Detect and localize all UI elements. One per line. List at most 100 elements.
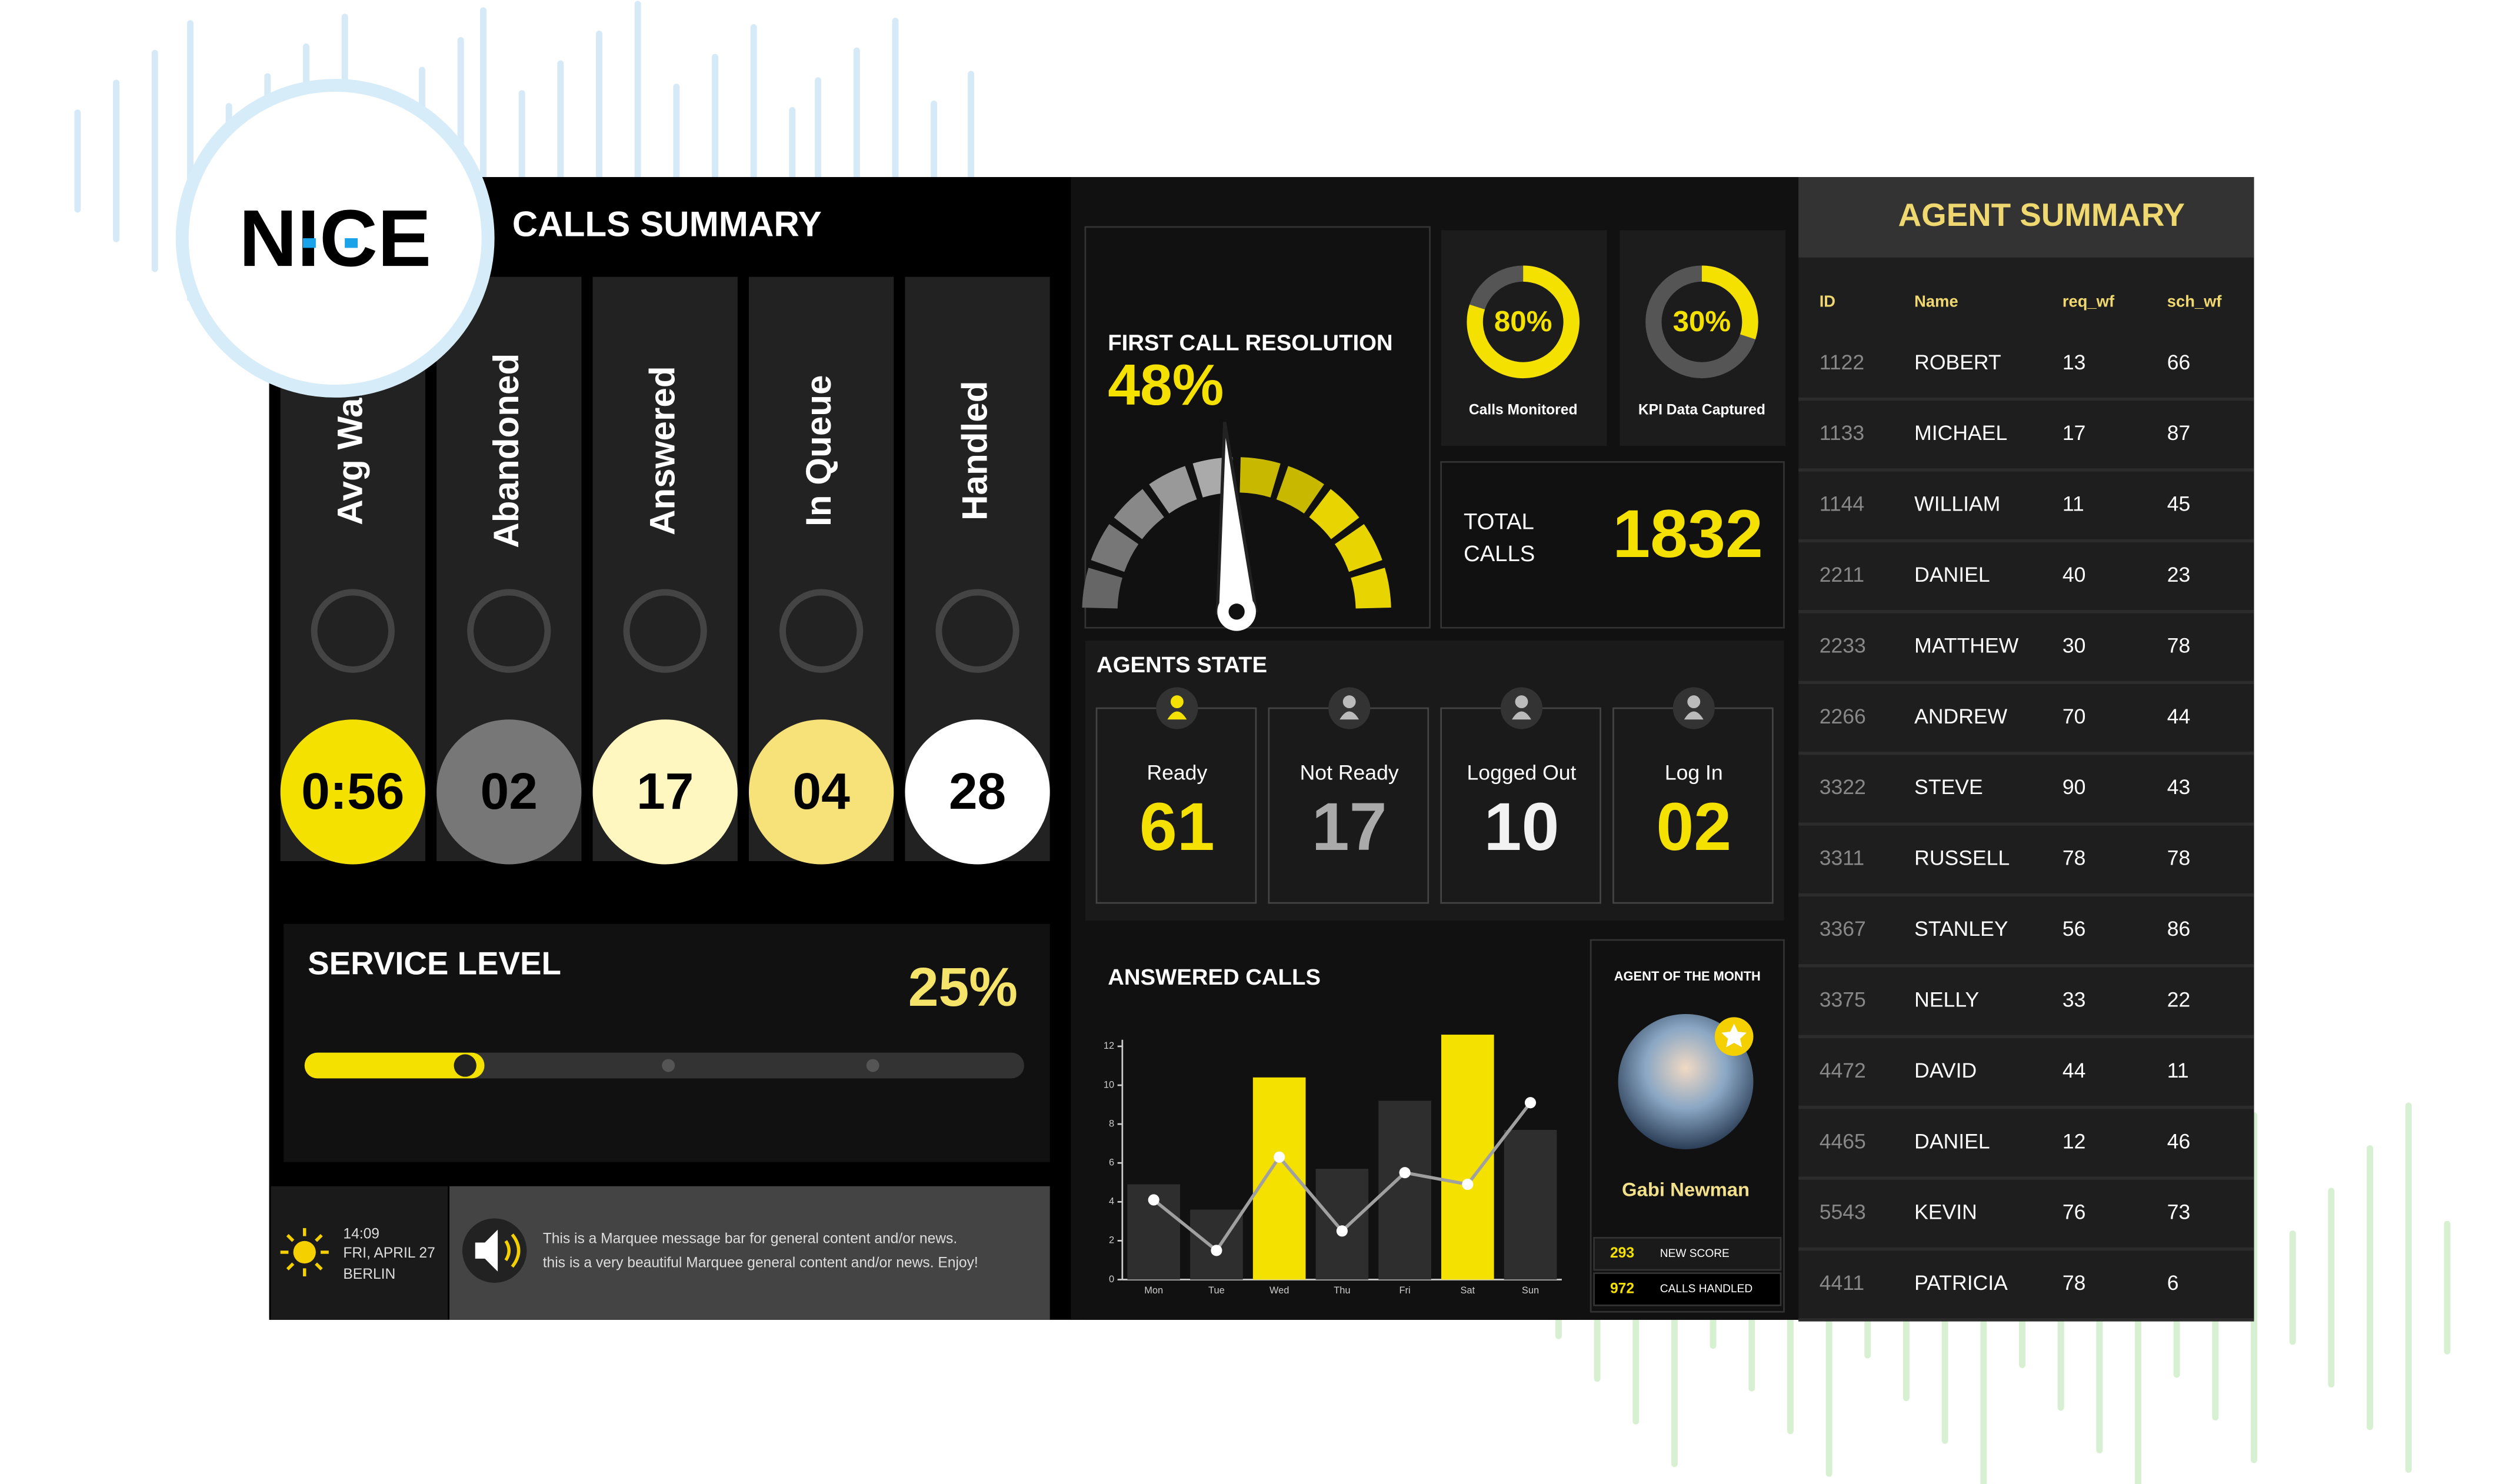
sun-icon — [293, 1240, 316, 1264]
y-tick-label: 12 — [1104, 1041, 1114, 1051]
summary-label: Avg Wait — [331, 376, 370, 525]
agent-summary-panel — [1798, 177, 2254, 1320]
kpi-value: 80% — [1494, 305, 1552, 338]
fcr-value: 48% — [1108, 352, 1224, 417]
gauge-segment — [1351, 568, 1391, 609]
fcr-box — [1084, 226, 1431, 629]
table-cell: 78 — [2062, 846, 2086, 870]
agent-state-icon-head — [1687, 695, 1701, 709]
column-header: Name — [1914, 292, 1958, 311]
agent-stat-value: 293 — [1610, 1245, 1634, 1261]
y-tick-label: 0 — [1109, 1274, 1114, 1285]
progress-dot — [662, 1059, 675, 1072]
y-tick-label: 2 — [1109, 1235, 1114, 1246]
kpi-label: KPI Data Captured — [1638, 402, 1765, 418]
kpi-label: Calls Monitored — [1469, 402, 1578, 418]
gauge-segment — [1114, 489, 1165, 540]
agent-state-icon-body — [1684, 711, 1704, 720]
summary-label: In Queue — [799, 375, 838, 526]
x-tick-label: Tue — [1208, 1285, 1225, 1296]
table-cell: 4465 — [1820, 1129, 1866, 1153]
table-cell: 22 — [2167, 988, 2191, 1011]
line-point — [1462, 1178, 1474, 1190]
table-cell: 56 — [2062, 917, 2086, 941]
table-cell: 13 — [2062, 351, 2086, 374]
gauge-segment — [1308, 489, 1360, 540]
table-cell: 4411 — [1820, 1271, 1864, 1295]
kpi-value: 30% — [1673, 305, 1731, 338]
total-calls-label: TOTAL — [1464, 509, 1534, 534]
gauge-segment — [1276, 466, 1324, 514]
column-header: ID — [1820, 292, 1835, 311]
table-cell: 17 — [2062, 421, 2086, 445]
table-cell: 2233 — [1820, 633, 1866, 657]
table-cell: 1133 — [1820, 421, 1864, 445]
agent-state-icon-head — [1170, 695, 1184, 709]
table-cell: 87 — [2167, 421, 2191, 445]
summary-label: Handled — [955, 381, 994, 520]
table-cell: 66 — [2167, 351, 2191, 374]
gauge-segment — [1149, 466, 1198, 514]
progress-fill — [304, 1052, 485, 1079]
line-point — [1336, 1225, 1348, 1237]
service-level-title: SERVICE LEVEL — [308, 945, 561, 981]
table-cell: 2211 — [1820, 563, 1864, 586]
table-cell: 76 — [2062, 1200, 2086, 1224]
table-cell: PATRICIA — [1914, 1271, 2008, 1295]
table-cell: RUSSELL — [1914, 846, 2010, 870]
table-cell: 12 — [2062, 1129, 2086, 1153]
table-cell: 3322 — [1820, 775, 1866, 799]
marquee-text: This is a Marquee message bar for genera… — [543, 1231, 957, 1247]
summary-value-circle — [748, 719, 894, 865]
summary-icon — [779, 589, 864, 673]
agent-state-value: 61 — [1139, 789, 1215, 865]
agent-summary-header — [1798, 177, 2254, 258]
summary-value-circle — [592, 719, 738, 865]
agent-state-icon-body — [1167, 711, 1187, 720]
service-level-value: 25% — [908, 956, 1018, 1018]
y-tick-label: 6 — [1109, 1158, 1114, 1168]
gauge-segment — [1334, 524, 1382, 572]
table-cell: ANDREW — [1914, 705, 2007, 728]
table-cell: 90 — [2062, 775, 2086, 799]
y-tick-label: 8 — [1109, 1118, 1114, 1129]
agent-state-label: Logged Out — [1467, 761, 1577, 785]
agent-state-label: Not Ready — [1300, 761, 1399, 785]
agent-stat-label: NEW SCORE — [1660, 1248, 1730, 1260]
agent-month-name: Gabi Newman — [1622, 1179, 1750, 1200]
speaker-waves — [504, 1233, 521, 1268]
table-cell: 44 — [2062, 1059, 2086, 1082]
agent-state-value: 02 — [1656, 789, 1731, 865]
summary-icon — [467, 589, 551, 673]
summary-value-circle — [280, 719, 425, 865]
gauge-segment — [1082, 568, 1123, 609]
fcr-title: FIRST CALL RESOLUTION — [1108, 331, 1392, 356]
summary-label: Abandoned — [487, 354, 526, 548]
agent-state-icon-body — [1512, 711, 1531, 720]
table-cell: 46 — [2167, 1129, 2191, 1153]
bar — [1315, 1169, 1369, 1280]
agent-state-card — [1440, 707, 1601, 904]
summary-label: Answered — [643, 366, 682, 535]
summary-value: 17 — [637, 762, 694, 820]
agent-state-card — [1612, 707, 1774, 904]
line-point — [1148, 1194, 1159, 1206]
y-tick-label: 10 — [1104, 1079, 1114, 1090]
gauge-segment — [1091, 524, 1139, 572]
table-cell: MICHAEL — [1914, 421, 2007, 445]
x-tick-label: Mon — [1144, 1285, 1163, 1296]
table-cell: 5543 — [1820, 1200, 1866, 1224]
agent-state-icon-body — [1340, 711, 1360, 720]
table-cell: 30 — [2062, 633, 2086, 657]
line-point — [1399, 1167, 1411, 1179]
table-cell: 33 — [2062, 988, 2086, 1011]
bar — [1190, 1209, 1243, 1280]
agent-stat-label: CALLS HANDLED — [1660, 1283, 1752, 1295]
date: FRI, APRIL 27 — [343, 1245, 435, 1261]
table-cell: 45 — [2167, 492, 2191, 516]
column-header: sch_wf — [2167, 292, 2223, 311]
agent-month-title: AGENT OF THE MONTH — [1614, 969, 1761, 983]
logo: NICE — [239, 193, 431, 283]
x-tick-label: Sun — [1522, 1285, 1539, 1296]
